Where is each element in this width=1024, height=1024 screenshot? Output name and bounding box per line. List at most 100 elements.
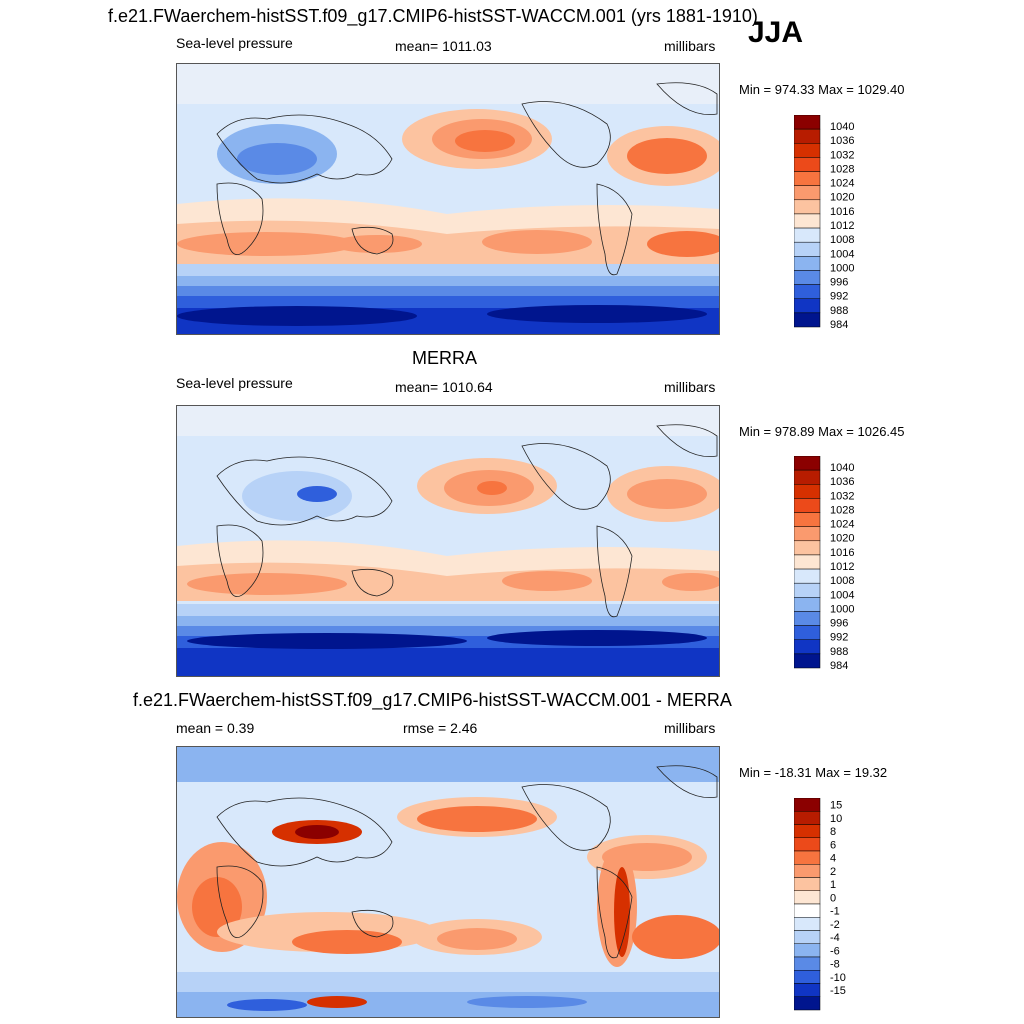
colorbar-tick-label: 1016: [830, 547, 854, 559]
colorbar-swatch: [794, 298, 821, 314]
colorbar-swatch: [794, 811, 821, 825]
colorbar-swatch: [794, 864, 821, 878]
colorbar-swatch: [794, 498, 821, 513]
colorbar-swatch: [794, 143, 821, 158]
panel2-map-svg: [177, 406, 719, 676]
colorbar-tick-label: 10: [830, 813, 842, 825]
colorbar-swatch: [794, 256, 821, 271]
panel2-map: [176, 405, 720, 677]
colorbar-swatch: [794, 970, 821, 984]
colorbar-swatch: [794, 469, 821, 485]
panel3-map: [176, 746, 720, 1018]
panel1-colorbar: 1040 1036 1032 1028 1024 1020 1016 1012 1008 1004…: [794, 115, 864, 330]
colorbar-tick-label: 1012: [830, 220, 854, 232]
colorbar-tick-label: 1036: [830, 135, 854, 147]
panel3-left-label: mean = 0.39: [176, 720, 255, 736]
colorbar-swatch: [794, 798, 821, 812]
panel2-center-label: mean= 1010.64: [395, 379, 493, 395]
colorbar-swatch: [794, 115, 821, 130]
colorbar-tick-label: -2: [830, 919, 840, 931]
colorbar-tick-label: 992: [830, 291, 848, 303]
colorbar-tick-label: 996: [830, 277, 848, 289]
colorbar-swatch: [794, 456, 821, 471]
colorbar-tick-label: -10: [830, 972, 846, 984]
colorbar-tick-label: 1020: [830, 192, 854, 204]
colorbar-tick-label: 1000: [830, 262, 854, 274]
panel2-colorbar-svg: 1040 1036 1032 1028 1024 1020 1016 1012 1008 1004…: [794, 456, 854, 671]
colorbar-swatch: [794, 824, 821, 838]
season-label: JJA: [748, 16, 804, 49]
colorbar-swatch: [794, 568, 821, 584]
panel3-min-max: Min = -18.31 Max = 19.32: [739, 765, 888, 780]
colorbar-tick-label: 1028: [830, 504, 854, 516]
colorbar-swatch: [794, 128, 821, 144]
colorbar-tick-label: 1040: [830, 121, 854, 133]
colorbar-swatch: [794, 903, 821, 918]
colorbar-swatch: [794, 850, 821, 865]
colorbar-swatch: [794, 241, 821, 257]
colorbar-tick-label: 1008: [830, 575, 854, 587]
colorbar-swatch: [794, 625, 821, 640]
colorbar-swatch: [794, 983, 821, 997]
colorbar-tick-label: 1: [830, 879, 836, 891]
colorbar-tick-label: 1004: [830, 248, 854, 260]
colorbar-tick-label: 2: [830, 866, 836, 878]
panel1-min-max: Min = 974.33 Max = 1029.40: [739, 82, 905, 97]
colorbar-tick-label: 1036: [830, 476, 854, 488]
colorbar-swatch: [794, 653, 821, 669]
colorbar-tick-label: 1024: [830, 519, 854, 531]
colorbar-swatch: [794, 956, 821, 971]
panel2-colorbar: 1040 1036 1032 1028 1024 1020 1016 1012 1008 1004…: [794, 456, 864, 671]
colorbar-swatch: [794, 611, 821, 626]
colorbar-swatch: [794, 157, 821, 172]
colorbar-swatch: [794, 554, 821, 570]
panel2-left-label: Sea-level pressure: [176, 375, 293, 391]
merra-title: MERRA: [412, 348, 478, 368]
colorbar-swatch: [794, 639, 821, 655]
panel1-center-label: mean= 1011.03: [395, 38, 492, 54]
colorbar-tick-label: 1016: [830, 206, 854, 218]
colorbar-swatch: [794, 943, 821, 958]
colorbar-swatch: [794, 877, 821, 891]
colorbar-tick-label: 0: [830, 892, 836, 904]
colorbar-swatch: [794, 540, 821, 556]
colorbar-tick-label: 1032: [830, 490, 854, 502]
colorbar-tick-label: 984: [830, 660, 848, 671]
diff-title: f.e21.FWaerchem-histSST.f09_g17.CMIP6-hi…: [133, 690, 732, 710]
colorbar-tick-label: 15: [830, 800, 842, 812]
panel1-left-label: Sea-level pressure: [176, 35, 293, 51]
colorbar-swatch: [794, 171, 821, 186]
colorbar-swatch: [794, 213, 821, 229]
colorbar-tick-label: 984: [830, 319, 848, 330]
panel2-min-max: Min = 978.89 Max = 1026.45: [739, 424, 905, 439]
panel1-map: [176, 63, 720, 335]
colorbar-tick-label: -6: [830, 945, 840, 957]
colorbar-tick-label: 8: [830, 826, 836, 838]
panel3-center-label: rmse = 2.46: [403, 720, 478, 736]
colorbar-tick-label: 1032: [830, 149, 854, 161]
panel1-units: millibars: [664, 38, 716, 54]
colorbar-swatch: [794, 837, 821, 852]
colorbar-swatch: [794, 890, 821, 905]
panel2-units: millibars: [664, 379, 716, 395]
colorbar-swatch: [794, 597, 821, 612]
colorbar-tick-label: 1012: [830, 561, 854, 573]
colorbar-swatch: [794, 582, 821, 598]
colorbar-tick-label: 1004: [830, 589, 854, 601]
colorbar-swatch: [794, 199, 821, 215]
colorbar-tick-label: 1028: [830, 163, 854, 175]
panel1-map-svg: [177, 64, 719, 334]
panel3-map-svg: [177, 747, 719, 1017]
colorbar-tick-label: 1008: [830, 234, 854, 246]
colorbar-swatch: [794, 312, 821, 328]
colorbar-tick-label: 988: [830, 646, 848, 658]
colorbar-tick-label: -4: [830, 932, 840, 944]
colorbar-tick-label: 1040: [830, 462, 854, 474]
colorbar-swatch: [794, 512, 821, 527]
colorbar-tick-label: 1024: [830, 178, 854, 190]
colorbar-swatch: [794, 284, 821, 299]
colorbar-swatch: [794, 185, 821, 201]
colorbar-tick-label: 992: [830, 632, 848, 644]
colorbar-tick-label: -15: [830, 985, 846, 997]
main-title: f.e21.FWaerchem-histSST.f09_g17.CMIP6-hi…: [108, 6, 758, 26]
